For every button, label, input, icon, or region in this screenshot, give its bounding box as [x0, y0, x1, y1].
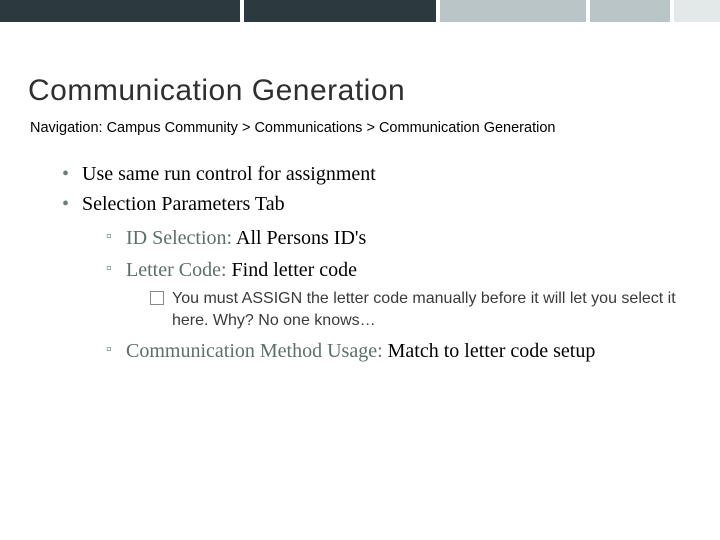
border-seg: [674, 0, 720, 22]
border-seg: [590, 0, 670, 22]
sub-bullet-item: Communication Method Usage: Match to let…: [106, 337, 682, 365]
bullet-item: Selection Parameters Tab ID Selection: A…: [62, 190, 682, 365]
field-value: Find letter code: [232, 259, 358, 281]
field-label: ID Selection:: [126, 227, 232, 249]
slide-title: Communication Generation: [28, 74, 405, 108]
border-seg: [244, 0, 436, 22]
bullet-item: Use same run control for assignment: [62, 160, 682, 188]
note-item: You must ASSIGN the letter code manually…: [150, 288, 682, 331]
border-seg: [0, 0, 240, 22]
field-label: Communication Method Usage:: [126, 340, 383, 362]
breadcrumb: Navigation: Campus Community > Communica…: [30, 120, 555, 136]
field-label: Letter Code:: [126, 259, 227, 281]
content-block: Use same run control for assignment Sele…: [42, 160, 682, 369]
border-seg: [440, 0, 586, 22]
top-border-strip: [0, 0, 720, 22]
field-value: All Persons ID's: [236, 227, 366, 249]
field-value: Match to letter code setup: [388, 340, 596, 362]
sub-bullet-item: ID Selection: All Persons ID's: [106, 224, 682, 252]
sub-bullet-item: Letter Code: Find letter code You must A…: [106, 256, 682, 331]
bullet-text: Selection Parameters Tab: [82, 193, 285, 215]
